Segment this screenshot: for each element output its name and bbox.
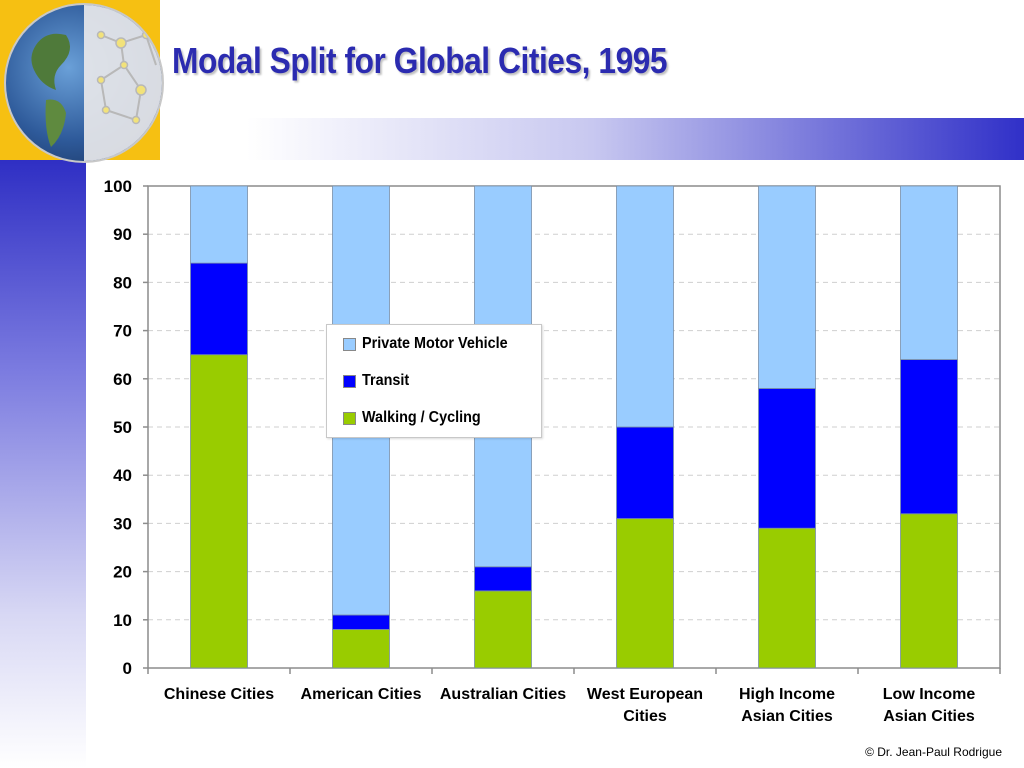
x-tick-label: Low Income bbox=[883, 686, 976, 703]
x-tick-label: Asian Cities bbox=[883, 708, 975, 725]
x-tick-label: West European bbox=[587, 686, 703, 703]
y-tick-label: 60 bbox=[113, 370, 132, 389]
bar-segment-walking-cycling bbox=[332, 629, 390, 669]
x-tick-label: Chinese Cities bbox=[164, 686, 274, 703]
title-gradient-bar bbox=[160, 118, 1024, 160]
y-tick-label: 0 bbox=[123, 659, 132, 678]
legend-swatch-transit bbox=[343, 374, 356, 388]
legend-label: Walking / Cycling bbox=[362, 409, 481, 426]
y-tick-label: 30 bbox=[113, 514, 132, 533]
y-tick-label: 10 bbox=[113, 611, 132, 630]
logo bbox=[0, 0, 164, 163]
x-tick-label: Cities bbox=[623, 708, 667, 725]
bar-segment-walking-cycling bbox=[474, 590, 532, 669]
y-tick-label: 90 bbox=[113, 225, 132, 244]
bar-segment-transit bbox=[900, 359, 958, 515]
y-tick-label: 80 bbox=[113, 273, 132, 292]
bar-segment-walking-cycling bbox=[758, 527, 816, 669]
legend-swatch-private-motor-vehicle bbox=[343, 337, 356, 351]
x-tick-label: High Income bbox=[739, 686, 835, 703]
x-tick-label: Australian Cities bbox=[440, 686, 566, 703]
y-tick-label: 50 bbox=[113, 418, 132, 437]
bar-segment-walking-cycling bbox=[190, 354, 248, 669]
bar-segment-walking-cycling bbox=[900, 513, 958, 669]
chart-legend: Private Motor Vehicle Transit Walking / … bbox=[326, 324, 542, 438]
chart: 0 10 20 30 40 50 60 70 80 90 100 Chinese Cities Amer… bbox=[104, 177, 1001, 725]
legend-label: Private Motor Vehicle bbox=[362, 335, 508, 352]
x-tick-label: American Cities bbox=[301, 686, 422, 703]
x-tick-label: Asian Cities bbox=[741, 708, 833, 725]
legend-item-transit: Transit bbox=[343, 371, 414, 391]
bar-segment-transit bbox=[190, 262, 248, 356]
y-tick-label: 20 bbox=[113, 563, 132, 582]
left-gradient-band bbox=[0, 160, 86, 768]
globe-network-icon bbox=[4, 3, 164, 163]
legend-swatch-walking-cycling bbox=[343, 411, 356, 425]
legend-item-private-motor-vehicle: Private Motor Vehicle bbox=[343, 334, 524, 354]
bar-segment-walking-cycling bbox=[616, 518, 674, 669]
y-tick-label: 100 bbox=[104, 177, 132, 196]
legend-item-walking-cycling: Walking / Cycling bbox=[343, 408, 494, 428]
bar-segment-private-motor-vehicle bbox=[900, 185, 958, 360]
copyright-credit: © Dr. Jean-Paul Rodrigue bbox=[865, 745, 1002, 759]
legend-label: Transit bbox=[362, 372, 410, 389]
bar-segment-private-motor-vehicle bbox=[616, 185, 674, 428]
page-title: Modal Split for Global Cities, 1995 bbox=[172, 40, 668, 81]
bar-segment-transit bbox=[332, 614, 390, 630]
bar-segment-transit bbox=[758, 388, 816, 529]
bar-segment-private-motor-vehicle bbox=[758, 185, 816, 389]
y-tick-label: 40 bbox=[113, 466, 132, 485]
y-tick-label: 70 bbox=[113, 322, 132, 341]
bar-segment-transit bbox=[616, 426, 674, 519]
bar-segment-transit bbox=[474, 566, 532, 592]
bar-segment-private-motor-vehicle bbox=[190, 185, 248, 264]
